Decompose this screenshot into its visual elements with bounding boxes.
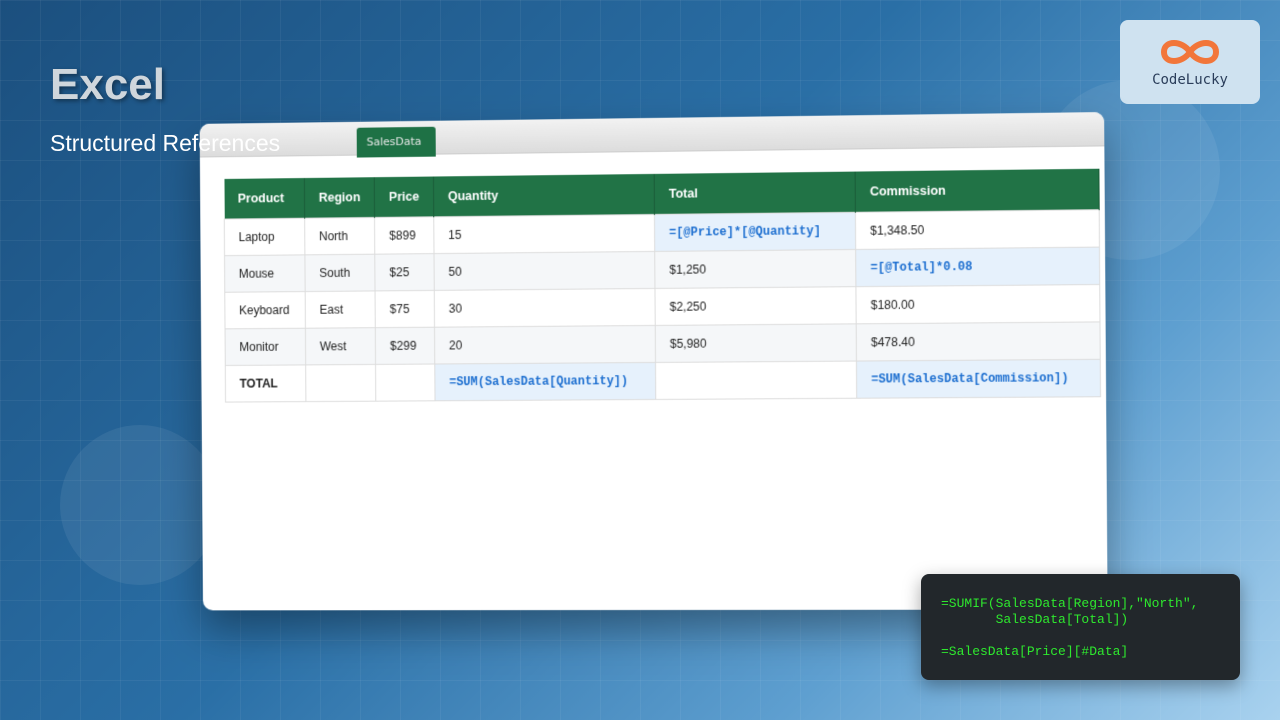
table-cell[interactable] (655, 360, 857, 399)
table-cell[interactable] (305, 363, 377, 402)
table-cell[interactable]: $25 (375, 253, 435, 291)
decor-circle (60, 425, 220, 585)
table-cell[interactable]: Monitor (225, 327, 306, 365)
table-cell[interactable]: Laptop (224, 217, 305, 256)
code-line: =SUMIF(SalesData[Region],"North", (941, 596, 1199, 611)
table-cell[interactable]: Mouse (224, 254, 306, 292)
code-line: SalesData[Total]) (941, 612, 1129, 627)
column-header[interactable]: Commission (855, 168, 1100, 212)
table-cell[interactable]: $299 (375, 326, 435, 364)
logo: CodeLucky (1120, 20, 1260, 104)
table-cell[interactable]: $75 (375, 289, 435, 328)
spreadsheet-window: SalesData Product Region Price Quantity Tota… (199, 112, 1108, 611)
column-header[interactable]: Total (654, 171, 856, 214)
table-cell[interactable]: 50 (433, 250, 655, 290)
table-row: Monitor West $299 20 $5,980 $478.40 (225, 321, 1101, 365)
sales-table: Product Region Price Quantity Total Commissio… (223, 168, 1101, 402)
table-cell[interactable]: 15 (433, 213, 655, 254)
table-cell[interactable]: =[@Price]*[@Quantity] (654, 211, 856, 251)
table-cell[interactable]: TOTAL (225, 364, 306, 402)
column-header[interactable]: Product (223, 178, 305, 219)
page-title: Excel (50, 60, 165, 109)
column-header[interactable]: Price (374, 176, 434, 217)
table-cell[interactable]: South (304, 253, 376, 292)
table-cell[interactable]: West (305, 327, 376, 365)
table-cell[interactable]: =[@Total]*0.08 (855, 246, 1100, 287)
table-cell[interactable]: $899 (374, 216, 434, 254)
table-cell[interactable]: =SUM(SalesData[Quantity]) (434, 361, 656, 401)
logo-text: CodeLucky (1152, 72, 1228, 88)
table-cell[interactable]: $2,250 (654, 286, 857, 325)
formula-code-box: =SUMIF(SalesData[Region],"North", SalesD… (921, 574, 1240, 680)
table-cell[interactable]: $478.40 (856, 321, 1101, 361)
table-row: TOTAL =SUM(SalesData[Quantity]) =SUM(Sales… (225, 358, 1101, 402)
column-header[interactable]: Quantity (433, 173, 655, 217)
table-cell[interactable] (375, 363, 435, 401)
table-cell[interactable]: $1,250 (654, 248, 856, 288)
table-cell[interactable]: 30 (434, 287, 656, 327)
table-cell[interactable]: North (304, 216, 376, 255)
table-cell[interactable]: 20 (434, 324, 656, 364)
infinity-logo-icon (1160, 40, 1220, 64)
page-subtitle: Structured References (50, 130, 281, 156)
sheet-tab[interactable]: SalesData (356, 126, 436, 158)
code-line: =SalesData[Price][#Data] (941, 644, 1129, 659)
table-cell[interactable]: Keyboard (224, 291, 306, 329)
table-cell[interactable]: =SUM(SalesData[Commission]) (856, 358, 1101, 398)
column-header[interactable]: Region (304, 177, 375, 218)
table-cell[interactable]: East (305, 290, 376, 328)
table-cell[interactable]: $5,980 (655, 323, 857, 362)
table-cell[interactable]: $180.00 (855, 283, 1100, 324)
table-cell[interactable]: $1,348.50 (855, 209, 1100, 249)
